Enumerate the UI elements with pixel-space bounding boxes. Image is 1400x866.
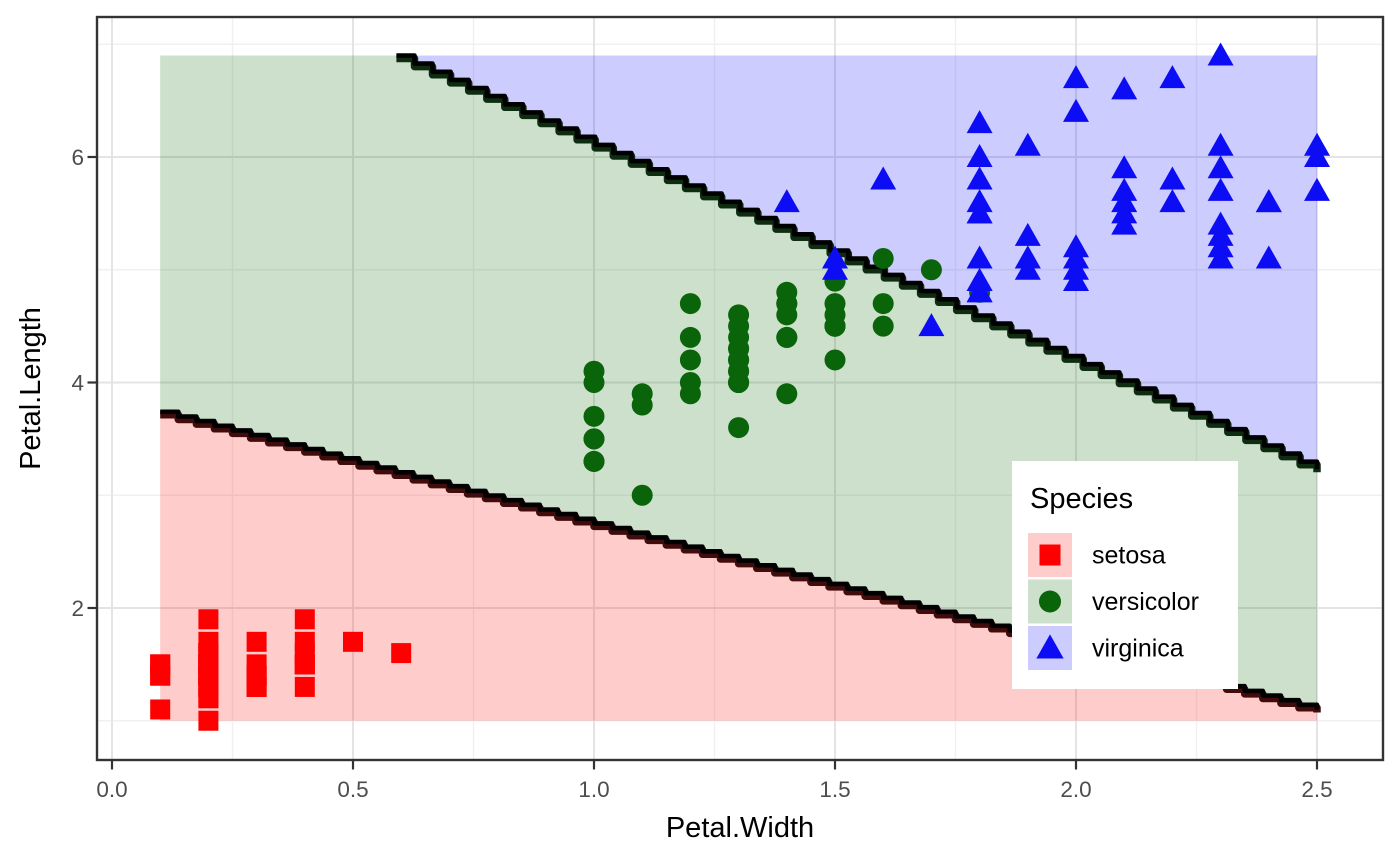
data-point-virginica (1207, 234, 1234, 258)
data-point-virginica (870, 166, 897, 190)
data-point-versicolor (824, 293, 846, 315)
region-virginica (396, 55, 1317, 470)
data-point-versicolor (728, 338, 750, 360)
legend-symbol-virginica (1036, 634, 1064, 659)
data-point-setosa (198, 609, 219, 630)
data-point-setosa (198, 665, 219, 686)
data-point-versicolor (631, 484, 653, 506)
data-point-virginica (1063, 65, 1089, 89)
x-tick-label: 0.0 (96, 777, 127, 802)
data-point-virginica (1207, 155, 1234, 179)
data-point-virginica (966, 144, 993, 167)
y-axis-title: Petal.Length (15, 307, 47, 470)
data-point-virginica (966, 200, 993, 224)
data-point-virginica (966, 110, 993, 134)
data-point-virginica (1207, 132, 1234, 156)
data-point-virginica (1304, 177, 1330, 201)
data-point-versicolor (679, 326, 701, 348)
data-point-setosa (294, 609, 315, 630)
data-point-versicolor (583, 360, 605, 382)
data-point-versicolor (679, 349, 701, 371)
data-point-versicolor (679, 372, 701, 393)
data-point-setosa (343, 631, 363, 652)
data-point-versicolor (824, 349, 846, 371)
data-point-versicolor (776, 304, 798, 326)
legend-label-virginica: virginica (1092, 635, 1184, 663)
data-point-virginica (1014, 256, 1041, 280)
data-point-virginica (966, 279, 993, 303)
data-point-virginica (822, 245, 848, 269)
data-point-setosa (150, 665, 171, 686)
y-tick-label: 6 (71, 145, 84, 170)
data-point-versicolor (776, 383, 798, 405)
data-point-virginica (1207, 177, 1234, 201)
data-point-versicolor (872, 315, 894, 337)
data-point-versicolor (872, 247, 894, 269)
data-point-setosa (391, 643, 412, 664)
data-point-virginica (1111, 189, 1138, 213)
data-point-virginica (1304, 132, 1330, 156)
data-point-virginica (1255, 245, 1282, 269)
legend-label-setosa: setosa (1092, 542, 1166, 570)
data-point-versicolor (728, 417, 750, 439)
data-point-virginica (1063, 98, 1089, 122)
data-point-virginica (918, 313, 945, 337)
data-point-virginica (1063, 268, 1089, 292)
data-point-virginica (1159, 166, 1186, 190)
data-point-versicolor (776, 281, 798, 303)
data-point-virginica (1207, 211, 1234, 235)
data-point-versicolor (679, 293, 701, 315)
data-point-virginica (1159, 65, 1186, 89)
legend-symbol-setosa (1039, 544, 1061, 566)
data-point-virginica (1159, 189, 1186, 213)
data-point-virginica (773, 189, 800, 213)
data-point-virginica (966, 166, 993, 190)
data-point-setosa (294, 654, 315, 675)
data-point-virginica (1063, 234, 1089, 258)
data-point-versicolor (583, 405, 605, 427)
x-tick-label: 1.0 (578, 777, 609, 802)
x-tick-label: 0.5 (337, 777, 368, 802)
x-tick-label: 2.5 (1301, 777, 1332, 802)
data-point-setosa (150, 699, 171, 720)
decision-boundary-upper (396, 53, 1320, 470)
data-point-virginica (1014, 222, 1041, 246)
data-point-virginica (1255, 189, 1282, 213)
data-point-virginica (1111, 211, 1138, 235)
x-tick-label: 1.5 (819, 777, 850, 802)
y-tick-label: 4 (71, 371, 84, 396)
data-point-versicolor (583, 450, 605, 472)
x-tick-label: 2.0 (1060, 777, 1091, 802)
data-point-versicolor (824, 315, 846, 337)
panel-border (95, 15, 1385, 762)
data-point-setosa (246, 631, 267, 652)
y-tick-label: 2 (71, 596, 84, 621)
data-point-virginica (1207, 42, 1234, 66)
data-point-versicolor (872, 293, 894, 315)
data-point-versicolor (920, 259, 942, 281)
legend-title: Species (1030, 483, 1133, 515)
data-point-versicolor (728, 304, 750, 326)
data-point-virginica (966, 245, 993, 269)
data-point-virginica (1111, 155, 1138, 179)
legend-symbol-versicolor (1038, 590, 1062, 613)
data-point-versicolor (776, 326, 798, 348)
data-point-setosa (198, 710, 219, 731)
data-point-virginica (1111, 76, 1138, 100)
data-point-versicolor (631, 394, 653, 416)
data-point-versicolor (728, 360, 750, 382)
data-point-virginica (1014, 132, 1041, 156)
data-point-setosa (246, 665, 267, 686)
x-axis-title: Petal.Width (666, 812, 814, 844)
data-point-versicolor (583, 428, 605, 450)
legend-label-versicolor: versicolor (1092, 588, 1199, 616)
data-point-setosa (294, 676, 315, 697)
